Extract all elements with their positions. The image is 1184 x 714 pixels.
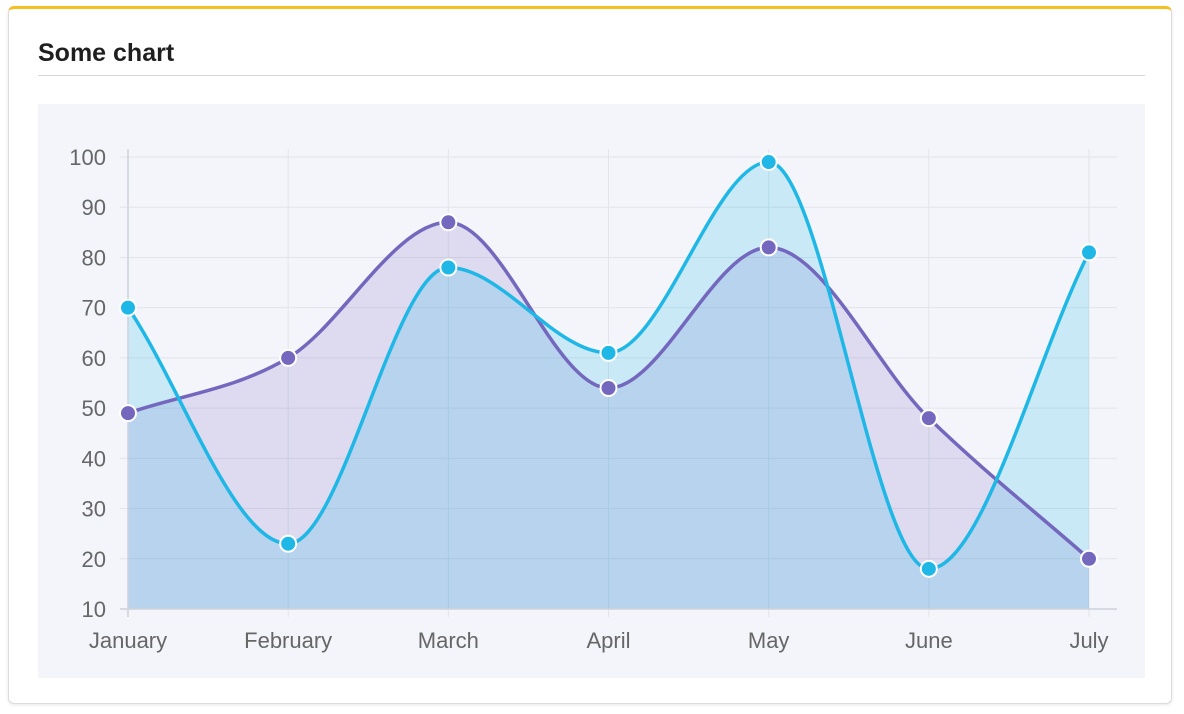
x-tick-label: March: [418, 628, 479, 653]
y-tick-label: 100: [69, 145, 106, 170]
x-tick-label: July: [1069, 628, 1108, 653]
y-tick-label: 50: [82, 396, 106, 421]
series-1-point[interactable]: [759, 238, 778, 257]
x-tick-label: April: [586, 628, 630, 653]
card-title: Some chart: [38, 39, 175, 67]
series-2-point[interactable]: [119, 298, 137, 317]
series-1-point[interactable]: [599, 379, 618, 398]
series-2-point[interactable]: [439, 258, 458, 277]
x-tick-label: May: [748, 628, 790, 653]
x-tick-labels: January February March April May June July: [89, 628, 1109, 653]
series-2-point[interactable]: [759, 153, 778, 172]
series-2-point[interactable]: [1080, 243, 1098, 262]
axes: [120, 149, 1117, 617]
y-tick-label: 80: [82, 245, 106, 270]
series-points: [119, 153, 1098, 578]
series-1-point[interactable]: [279, 348, 298, 367]
series-2-point[interactable]: [919, 559, 938, 578]
y-tick-label: 70: [82, 296, 106, 321]
y-tick-label: 40: [82, 446, 106, 471]
x-tick-label: January: [89, 628, 167, 653]
y-tick-label: 10: [82, 597, 106, 622]
y-tick-label: 30: [82, 497, 106, 522]
y-tick-labels: 10 20 30 40 50 60 70 80 90 100: [69, 145, 106, 622]
y-tick-label: 20: [82, 547, 106, 572]
chart-card: Some chart 10 20 30 40 50 60 70 80 90 100 January…: [8, 6, 1172, 704]
title-divider: [38, 75, 1145, 76]
series-1-point[interactable]: [119, 404, 137, 423]
series-1-point[interactable]: [439, 213, 458, 232]
series-1-area: [128, 222, 1089, 609]
y-tick-label: 90: [82, 195, 106, 220]
chart-area: 10 20 30 40 50 60 70 80 90 100 January February Mar…: [38, 104, 1145, 678]
x-tick-label: June: [905, 628, 953, 653]
series-1-point[interactable]: [1080, 549, 1098, 568]
series-2-point[interactable]: [599, 343, 618, 362]
series-2-point[interactable]: [279, 534, 298, 553]
y-tick-label: 60: [82, 346, 106, 371]
series-1-point[interactable]: [919, 409, 938, 428]
x-tick-label: February: [244, 628, 332, 653]
line-area-chart: 10 20 30 40 50 60 70 80 90 100 January February Mar…: [69, 145, 1117, 653]
